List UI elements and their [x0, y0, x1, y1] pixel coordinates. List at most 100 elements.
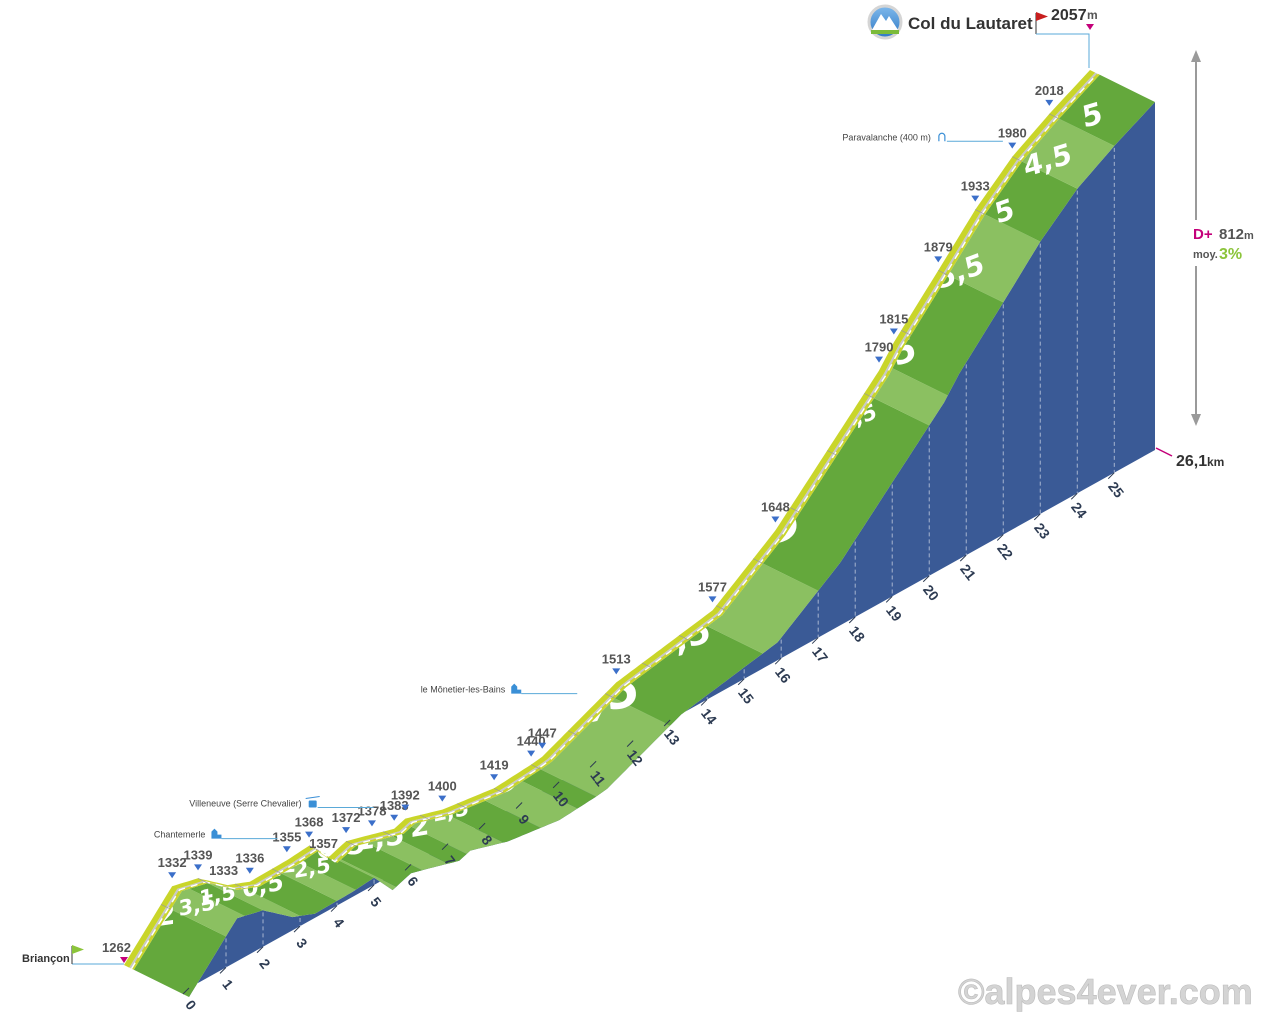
altitude-pointer: [245, 867, 254, 874]
elevation-gain-unit: m: [1244, 230, 1254, 242]
km-axis: 0123456789101112131415161718192021222324…: [182, 472, 1127, 1013]
km-tick-label: 17: [809, 643, 831, 665]
road-km-mark: [419, 814, 430, 821]
gradient-label: 1: [93, 899, 108, 926]
km-tick: [404, 863, 412, 871]
road-km-mark: [345, 840, 356, 847]
road-km-mark: [160, 904, 171, 910]
profile-side-wall: [189, 102, 1155, 997]
gradient-band: [392, 826, 467, 864]
road-km-mark: [271, 868, 282, 874]
elevation-gain-indicator: D+ 812 m moy. 3%: [1190, 50, 1254, 426]
altitude-label: 1419: [480, 757, 509, 772]
total-distance-value: 26,1: [1176, 453, 1207, 470]
altitude-label: 1513: [602, 651, 631, 666]
road-km-mark: [827, 450, 838, 456]
gradient-label: 5: [1080, 95, 1105, 135]
km-tick: [293, 925, 301, 933]
km-tick: [441, 843, 449, 851]
road-km-mark: [901, 330, 912, 336]
km-tick: [700, 699, 708, 706]
gradient-band: [189, 883, 263, 916]
summit-flag-icon: [1036, 12, 1048, 21]
altitude-pointer: [438, 795, 447, 802]
km-tick: [219, 967, 227, 974]
altitude-label: 1332: [158, 855, 187, 870]
altitude-pointer: [527, 750, 536, 757]
road-km-mark: [308, 845, 319, 851]
altitude-pointer: [612, 668, 621, 675]
km-tick-label: 15: [735, 685, 757, 707]
road-km-mark: [975, 209, 986, 215]
altitude-pointer: [771, 516, 780, 523]
km-tick: [737, 678, 745, 686]
altitude-pointer: [168, 872, 177, 879]
km-tick-label: 21: [957, 561, 979, 583]
km-tick: [589, 760, 597, 768]
altitude-label: 1815: [879, 311, 908, 326]
gradient-band: [244, 873, 337, 916]
place-label: Paravalanche (400 m): [842, 132, 931, 142]
km-tick: [256, 946, 264, 954]
altitude-label: 1400: [428, 779, 457, 794]
altitude-pointer: [401, 804, 410, 811]
km-tick-label: 19: [883, 602, 905, 624]
altitude-label: 1372: [332, 810, 361, 825]
gradient-band: [133, 909, 226, 997]
gradient-band: [948, 214, 1041, 303]
altitude-label: 1368: [295, 815, 324, 830]
altitude-labels: 1332133913331336135513681357137213781383…: [158, 83, 1064, 879]
road-km-mark: [234, 883, 245, 890]
altitude-label: 1339: [184, 847, 213, 862]
gradient-label: 5: [42, 981, 67, 1020]
km-tick: [922, 575, 930, 583]
road-km-mark: [679, 635, 690, 641]
km-tick: [1070, 492, 1078, 500]
church-icon: [211, 828, 222, 839]
altitude-pointer: [1008, 142, 1017, 149]
altitude-pointer: [934, 256, 943, 263]
km-tick-label: 20: [920, 582, 942, 604]
summit-pointer: [1086, 24, 1094, 30]
altitude-label: 1447: [528, 726, 557, 741]
average-label: moy.: [1193, 249, 1218, 261]
altitude-label: 1383: [380, 798, 409, 813]
gradient-band: [892, 275, 1004, 396]
church-icon: [511, 683, 522, 694]
cable-car-cable: [305, 795, 320, 799]
km-tick: [367, 884, 375, 892]
km-tick: [515, 802, 523, 809]
start-altitude: 1262: [102, 940, 131, 955]
gradient-band: [614, 626, 763, 726]
gradient-band: [411, 815, 504, 854]
km-tick-label: 25: [1105, 479, 1127, 501]
altitude-label: 1336: [235, 851, 264, 866]
road-km-mark: [716, 605, 727, 611]
km-tick: [885, 595, 893, 603]
road-km-mark: [1012, 156, 1023, 162]
km-tick: [848, 616, 856, 624]
altitude-label: 1933: [961, 179, 990, 194]
altitude-label: 1879: [924, 239, 953, 254]
road-surface: [124, 70, 1100, 970]
gradient-band: [366, 836, 449, 871]
profile-side-face: [189, 102, 1155, 997]
gradient-band: [985, 161, 1078, 242]
altitude-pointer: [390, 814, 399, 821]
cable-car-icon: [308, 800, 317, 808]
km-tick: [663, 719, 671, 727]
road-km-mark: [567, 730, 579, 736]
altitude-pointer: [971, 195, 980, 202]
gradient-band: [522, 769, 597, 809]
gradient-band: [1059, 74, 1155, 146]
altitude-label: 1392: [391, 788, 420, 803]
road-centre-line: [130, 73, 1099, 970]
altitude-pointer: [1045, 99, 1054, 106]
gradient-band: [874, 368, 948, 426]
start-marker: Briançon 1262: [22, 940, 131, 965]
altitude-label: 1980: [998, 126, 1027, 141]
altitude-pointer: [708, 596, 717, 603]
km-tick: [330, 905, 338, 912]
gradient-band: [762, 398, 930, 591]
